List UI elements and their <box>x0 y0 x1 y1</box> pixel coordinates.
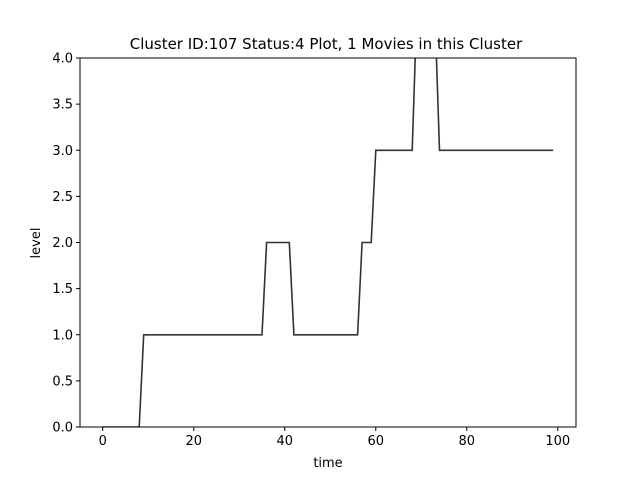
y-tick-label: 2.0 <box>52 236 73 251</box>
x-tick-label: 0 <box>99 434 107 449</box>
y-tick-label: 1.0 <box>52 328 73 343</box>
y-tick-label: 0.0 <box>52 421 73 436</box>
x-tick-label: 100 <box>545 434 570 449</box>
y-tick-label: 1.5 <box>52 282 73 297</box>
y-tick-label: 3.0 <box>52 144 73 159</box>
x-tick-label: 80 <box>459 434 476 449</box>
y-tick-label: 0.5 <box>52 374 73 389</box>
y-tick-label: 2.5 <box>52 190 73 205</box>
y-tick-label: 3.5 <box>52 98 73 113</box>
x-tick-label: 60 <box>368 434 385 449</box>
y-tick-label: 4.0 <box>52 52 73 67</box>
x-axis-label: time <box>313 456 342 471</box>
series-line <box>102 58 554 427</box>
plot-frame <box>79 57 577 428</box>
y-axis-ticks: 0.0 0.5 1.0 1.5 2.0 2.5 3.0 3.5 4.0 <box>52 52 80 436</box>
x-tick-label: 20 <box>185 434 202 449</box>
x-axis-ticks: 0 20 40 60 80 100 <box>99 427 570 449</box>
chart-title: Cluster ID:107 Status:4 Plot, 1 Movies i… <box>130 35 523 53</box>
y-axis-label: level <box>29 228 44 259</box>
x-tick-label: 40 <box>276 434 293 449</box>
